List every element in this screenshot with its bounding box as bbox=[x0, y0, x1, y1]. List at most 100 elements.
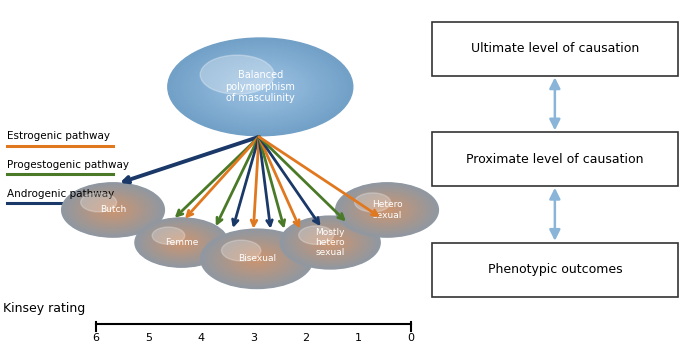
Circle shape bbox=[135, 218, 228, 267]
Circle shape bbox=[226, 243, 288, 275]
Circle shape bbox=[71, 188, 155, 232]
Circle shape bbox=[306, 230, 355, 256]
Circle shape bbox=[219, 239, 295, 279]
Circle shape bbox=[110, 209, 116, 211]
Circle shape bbox=[364, 198, 410, 222]
Circle shape bbox=[203, 231, 310, 287]
Circle shape bbox=[282, 217, 379, 268]
Circle shape bbox=[359, 195, 415, 225]
Circle shape bbox=[352, 191, 422, 228]
Circle shape bbox=[77, 191, 149, 229]
Circle shape bbox=[178, 241, 185, 244]
Circle shape bbox=[222, 240, 292, 277]
Circle shape bbox=[137, 219, 226, 266]
Circle shape bbox=[158, 230, 205, 255]
Circle shape bbox=[369, 201, 405, 219]
Circle shape bbox=[240, 76, 281, 98]
Circle shape bbox=[229, 244, 285, 274]
Circle shape bbox=[247, 80, 273, 94]
Circle shape bbox=[197, 54, 323, 120]
Circle shape bbox=[356, 194, 418, 226]
Circle shape bbox=[336, 183, 438, 237]
Circle shape bbox=[291, 222, 369, 263]
Circle shape bbox=[297, 225, 364, 260]
Circle shape bbox=[221, 66, 299, 108]
Circle shape bbox=[362, 197, 412, 223]
Circle shape bbox=[381, 207, 393, 213]
Circle shape bbox=[384, 209, 390, 211]
Circle shape bbox=[175, 42, 345, 132]
Circle shape bbox=[170, 39, 351, 135]
Circle shape bbox=[221, 240, 261, 261]
Circle shape bbox=[221, 240, 293, 278]
Circle shape bbox=[155, 228, 208, 257]
Circle shape bbox=[68, 186, 158, 234]
Circle shape bbox=[108, 207, 119, 213]
Circle shape bbox=[201, 229, 313, 289]
Circle shape bbox=[147, 224, 216, 261]
Circle shape bbox=[215, 237, 299, 281]
Circle shape bbox=[150, 226, 213, 259]
Circle shape bbox=[163, 233, 200, 252]
Circle shape bbox=[319, 237, 341, 248]
Circle shape bbox=[290, 222, 370, 264]
Circle shape bbox=[172, 237, 191, 248]
Circle shape bbox=[342, 186, 432, 234]
Circle shape bbox=[242, 77, 279, 97]
Circle shape bbox=[79, 192, 147, 228]
Circle shape bbox=[351, 191, 423, 229]
Circle shape bbox=[206, 232, 308, 286]
Circle shape bbox=[184, 47, 336, 127]
Circle shape bbox=[84, 194, 142, 226]
Circle shape bbox=[253, 257, 261, 261]
Circle shape bbox=[208, 233, 306, 285]
Circle shape bbox=[73, 189, 153, 231]
Circle shape bbox=[212, 235, 302, 283]
Circle shape bbox=[299, 226, 334, 244]
Circle shape bbox=[365, 198, 409, 222]
Circle shape bbox=[242, 251, 271, 266]
Circle shape bbox=[227, 69, 294, 105]
Circle shape bbox=[374, 203, 400, 217]
Circle shape bbox=[321, 238, 339, 247]
Circle shape bbox=[340, 185, 433, 235]
Circle shape bbox=[329, 242, 332, 243]
Circle shape bbox=[175, 239, 188, 246]
Circle shape bbox=[138, 220, 225, 265]
Text: Phenotypic outcomes: Phenotypic outcomes bbox=[488, 263, 622, 276]
Circle shape bbox=[337, 184, 437, 236]
Circle shape bbox=[196, 52, 325, 121]
Circle shape bbox=[98, 202, 129, 218]
Circle shape bbox=[209, 233, 305, 284]
Circle shape bbox=[253, 83, 268, 91]
Circle shape bbox=[245, 252, 269, 265]
Circle shape bbox=[316, 235, 344, 250]
FancyBboxPatch shape bbox=[432, 243, 678, 297]
Circle shape bbox=[66, 185, 160, 235]
Circle shape bbox=[100, 203, 126, 217]
Circle shape bbox=[303, 228, 358, 257]
Circle shape bbox=[213, 236, 301, 282]
Circle shape bbox=[324, 239, 336, 246]
Circle shape bbox=[312, 233, 348, 252]
Circle shape bbox=[200, 55, 274, 94]
Text: 3: 3 bbox=[250, 333, 257, 343]
Circle shape bbox=[190, 50, 331, 124]
Circle shape bbox=[157, 230, 206, 256]
Text: Androgenic pathway: Androgenic pathway bbox=[7, 189, 114, 199]
Circle shape bbox=[230, 245, 284, 273]
Circle shape bbox=[201, 56, 319, 118]
Circle shape bbox=[164, 233, 199, 252]
Circle shape bbox=[234, 247, 279, 271]
Circle shape bbox=[160, 231, 203, 254]
Circle shape bbox=[192, 51, 329, 123]
Circle shape bbox=[345, 188, 429, 232]
Circle shape bbox=[240, 250, 274, 268]
Circle shape bbox=[194, 52, 327, 122]
Circle shape bbox=[143, 222, 220, 263]
Circle shape bbox=[315, 235, 345, 251]
Circle shape bbox=[72, 188, 154, 232]
Circle shape bbox=[298, 226, 362, 260]
Circle shape bbox=[320, 237, 340, 248]
Circle shape bbox=[327, 241, 334, 244]
